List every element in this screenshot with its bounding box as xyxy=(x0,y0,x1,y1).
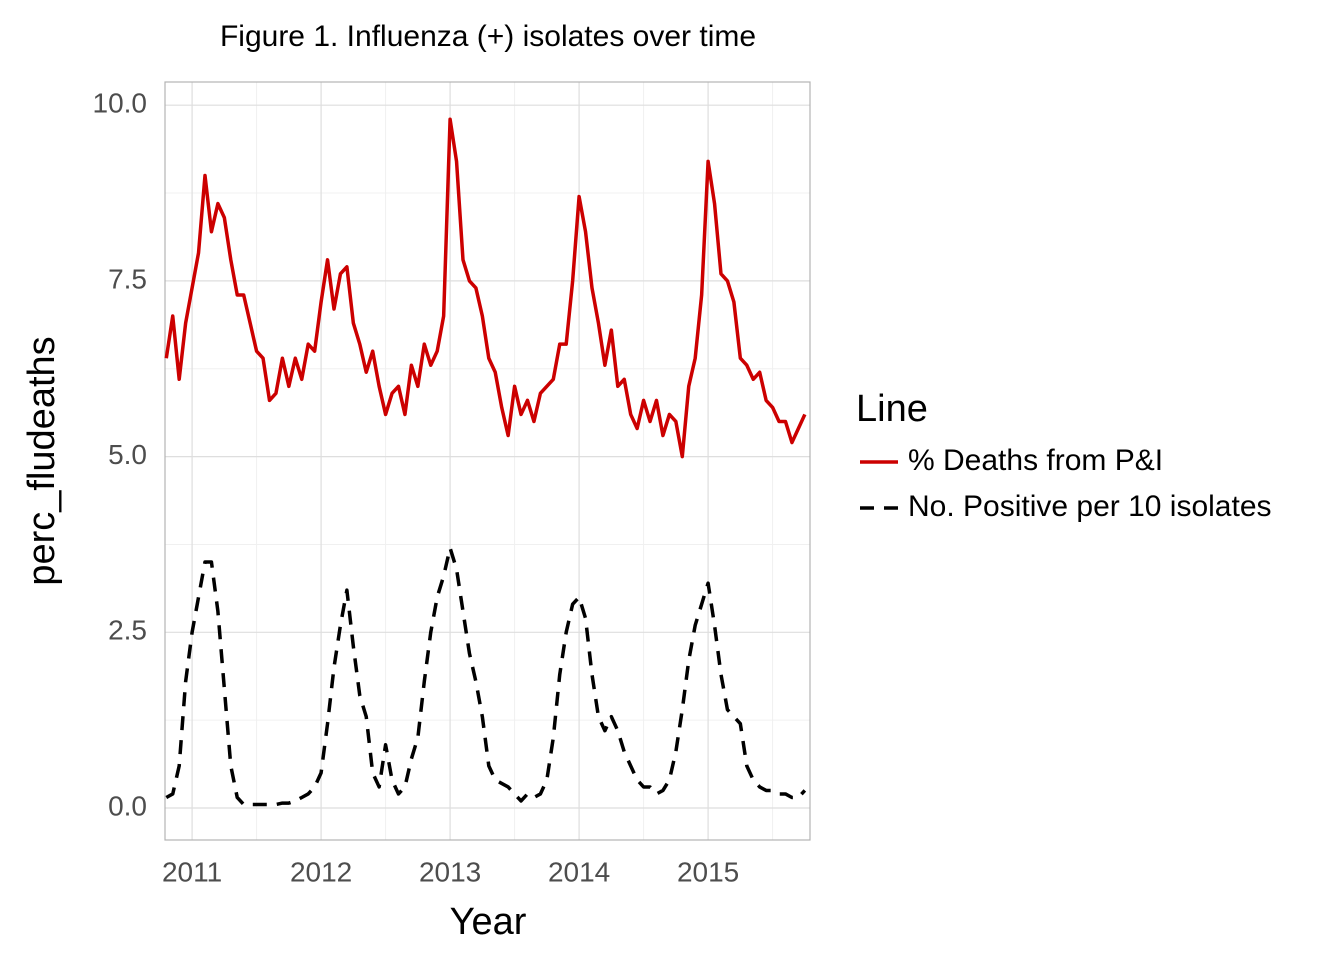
x-tick-label: 2011 xyxy=(162,856,222,887)
plot-border xyxy=(164,81,811,841)
x-tick-label: 2012 xyxy=(290,856,352,887)
legend-label: % Deaths from P&I xyxy=(908,444,1163,477)
y-tick-label: 7.5 xyxy=(108,263,147,294)
chart-title: Figure 1. Influenza (+) isolates over ti… xyxy=(220,20,756,53)
y-tick-label: 2.5 xyxy=(108,615,147,646)
series-line xyxy=(165,546,807,807)
y-tick-label: 10.0 xyxy=(93,88,148,119)
x-axis-title: Year xyxy=(450,901,527,943)
y-tick-label: 5.0 xyxy=(108,439,147,470)
y-tick-label: 0.0 xyxy=(108,790,147,821)
x-tick-label: 2015 xyxy=(677,856,739,887)
x-tick-label: 2013 xyxy=(419,856,481,887)
legend-title: Line xyxy=(856,388,928,430)
legend-label: No. Positive per 10 isolates xyxy=(908,490,1272,523)
x-tick-label: 2014 xyxy=(548,856,610,887)
y-axis-title: perc_fludeaths xyxy=(21,336,63,585)
series-line xyxy=(164,117,807,459)
